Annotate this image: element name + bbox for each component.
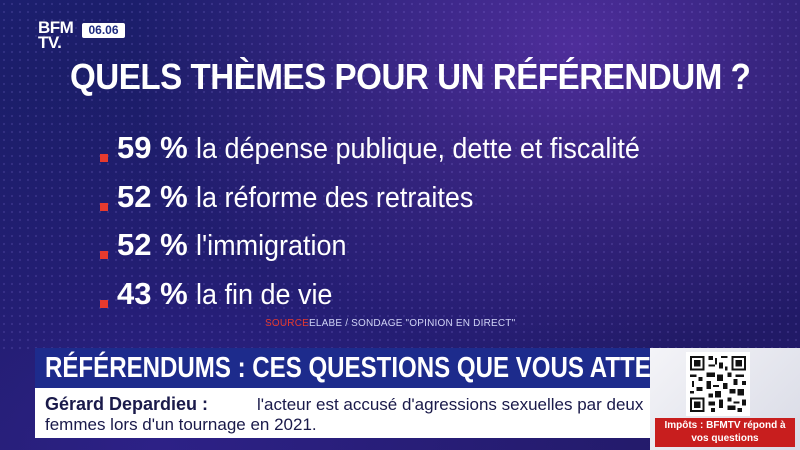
promo-caption: Impôts : BFMTV répond à vos questions bbox=[655, 418, 795, 447]
ticker-line2: femmes lors d'un tournage en 2021. bbox=[45, 415, 317, 434]
result-percent: 43 % bbox=[117, 275, 188, 311]
result-percent: 59 % bbox=[117, 130, 188, 165]
bfmtv-logo: BFM TV. bbox=[38, 18, 80, 52]
poll-results: 59 % la dépense publique, dette et fisca… bbox=[100, 130, 740, 324]
qr-code-icon bbox=[686, 352, 750, 416]
dot-pattern bbox=[0, 0, 800, 350]
headline-banner: RÉFÉRENDUMS : CES QUESTIONS QUE VOUS ATT… bbox=[35, 348, 716, 388]
result-row: 59 % la dépense publique, dette et fisca… bbox=[100, 130, 740, 179]
logo-line2: TV. bbox=[38, 33, 62, 52]
result-row: 43 % la fin de vie bbox=[100, 276, 740, 325]
result-percent: 52 % bbox=[117, 227, 188, 262]
result-percent: 52 % bbox=[117, 178, 188, 214]
news-ticker: Gérard Depardieu : l'acteur est accusé d… bbox=[35, 388, 650, 438]
red-bullet-icon bbox=[100, 299, 108, 308]
source-credit: SOURCEELABE / SONDAGE "OPINION EN DIRECT… bbox=[265, 318, 515, 329]
red-bullet-icon bbox=[100, 154, 108, 163]
result-label: la fin de vie bbox=[195, 278, 333, 311]
result-row: 52 % l'immigration bbox=[100, 227, 740, 276]
poll-headline: QUELS THÈMES POUR UN RÉFÉRENDUM ? bbox=[70, 56, 751, 97]
time-badge: 06.06 bbox=[82, 23, 125, 38]
ticker-line1: l'acteur est accusé d'agressions sexuell… bbox=[257, 395, 644, 414]
result-label: la réforme des retraites bbox=[195, 181, 473, 214]
red-bullet-icon bbox=[100, 202, 108, 211]
result-row: 52 % la réforme des retraites bbox=[100, 179, 740, 228]
source-text: ELABE / SONDAGE "OPINION EN DIRECT" bbox=[308, 318, 516, 329]
result-label: l'immigration bbox=[195, 230, 347, 262]
logo-line1: BFM bbox=[38, 18, 74, 37]
source-prefix: SOURCE bbox=[265, 318, 309, 329]
ticker-subject: Gérard Depardieu : bbox=[45, 394, 209, 414]
banner-title: RÉFÉRENDUMS : CES QUESTIONS QUE VOUS ATT… bbox=[45, 352, 717, 384]
red-bullet-icon bbox=[100, 251, 108, 260]
result-label: la dépense publique, dette et fiscalité bbox=[195, 133, 640, 165]
